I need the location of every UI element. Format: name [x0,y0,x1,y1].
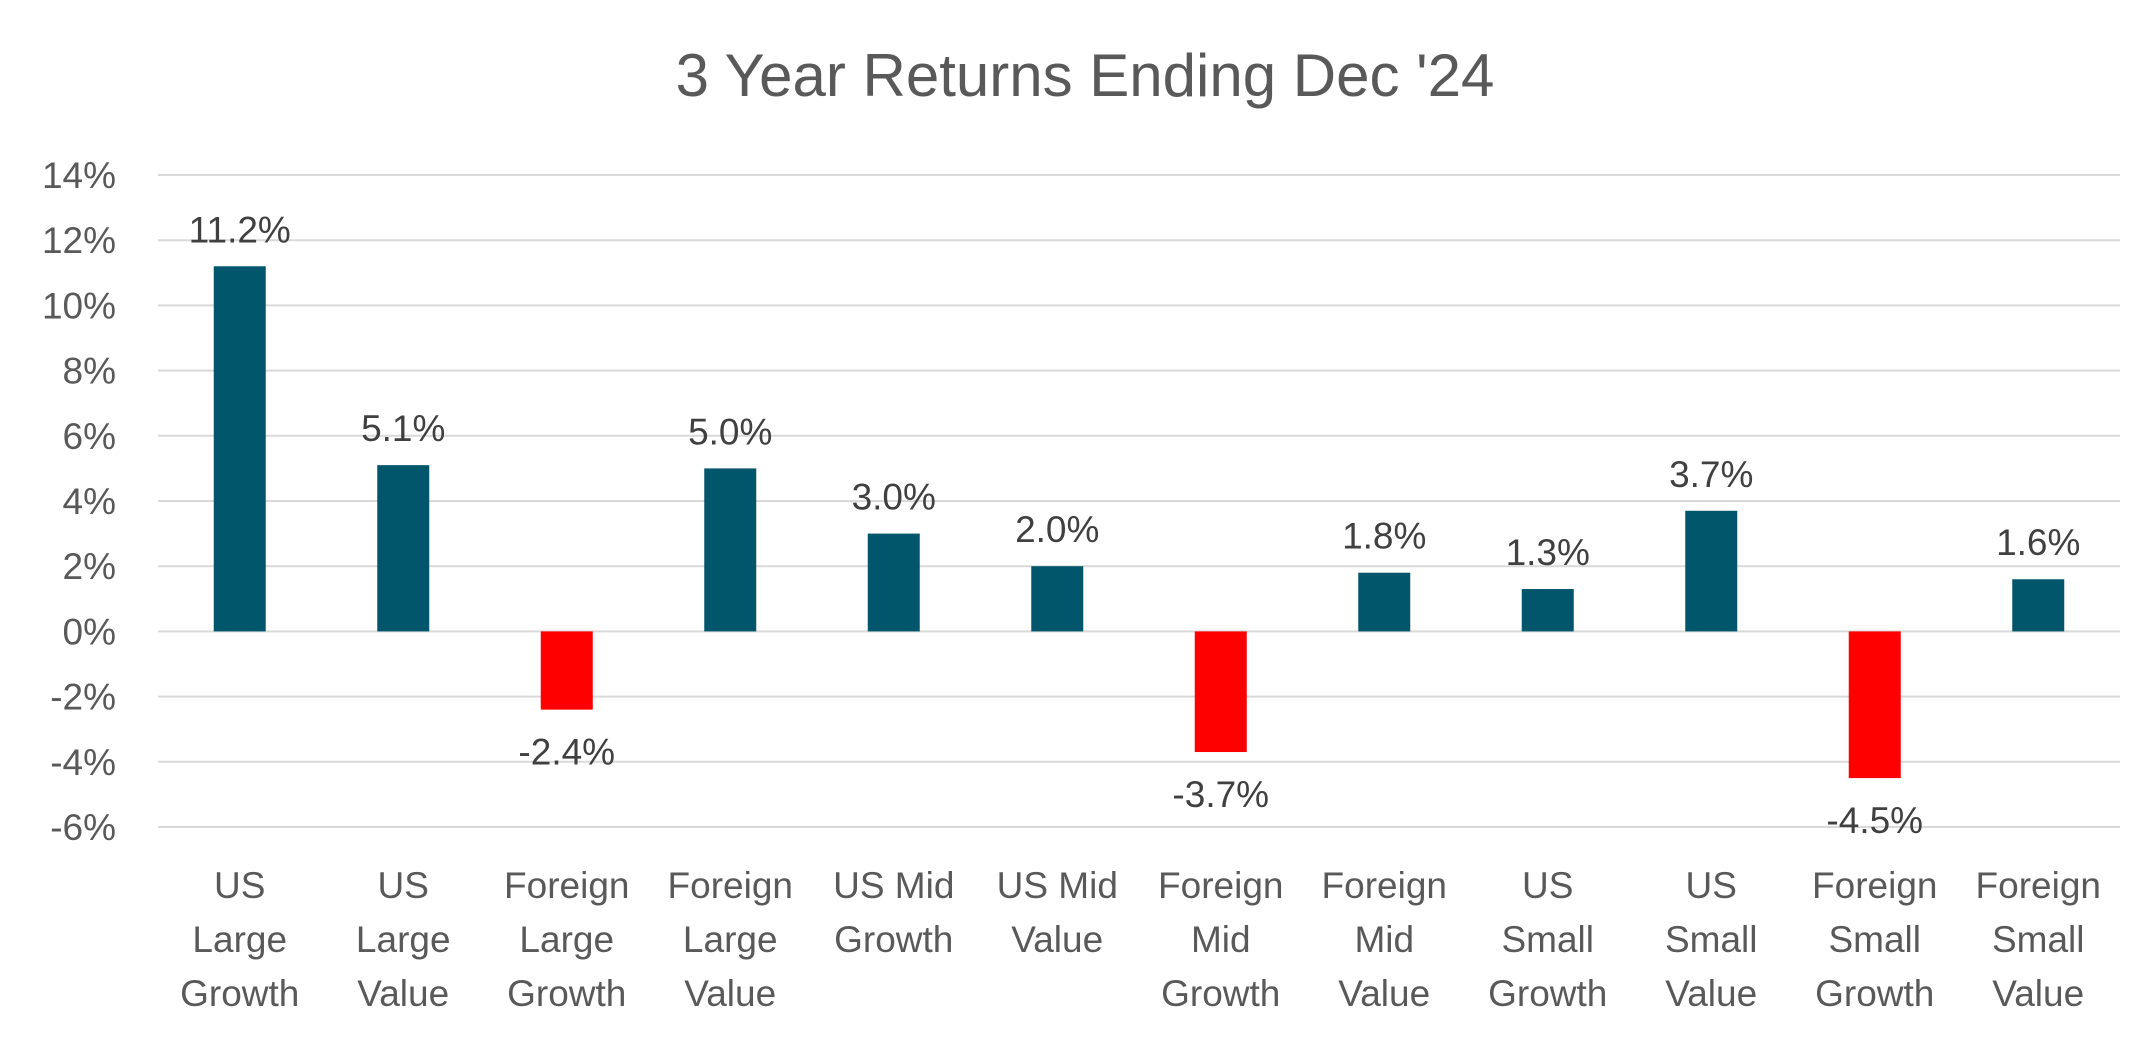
y-tick-label: 10% [42,285,116,326]
category-label-line: US [214,865,265,906]
category-label-line: Growth [834,919,953,960]
category-label-line: Mid [1354,919,1414,960]
bars [213,266,2065,779]
category-label-line: Value [1665,973,1757,1014]
data-label: -4.5% [1826,800,1923,841]
data-labels: 11.2% 5.1% -2.4% 5.0% 3.0% 2.0% -3.7% 1.8% 1.3% 3… [189,209,2081,841]
y-tick-label: 14% [42,155,116,196]
category-label-line: US [1686,865,1737,906]
category-label: US Mid Value [997,865,1118,960]
chart-title: 3 Year Returns Ending Dec '24 [676,42,1495,109]
category-label-line: Small [1828,919,1921,960]
y-tick-label: 4% [63,481,116,522]
category-label: US Large Value [356,865,451,1014]
data-label: 11.2% [189,209,291,250]
category-label-line: Growth [1488,973,1607,1014]
data-label: 1.3% [1506,532,1590,573]
bar [213,266,266,632]
y-tick-label: 12% [42,220,116,261]
category-labels: US Large Growth US Large Value Foreign Large Gro… [180,865,2101,1014]
category-label-line: Foreign [1976,865,2101,906]
data-label: 5.1% [361,408,445,449]
category-label-line: Growth [1161,973,1280,1014]
data-label: 2.0% [1015,509,1099,550]
category-label-line: Foreign [668,865,793,906]
category-label-line: Foreign [504,865,629,906]
bar [704,468,757,632]
bar [2012,579,2065,632]
category-label-line: Large [683,919,778,960]
category-label-line: Growth [1815,973,1934,1014]
bar [377,465,430,632]
data-label: 3.7% [1669,454,1753,495]
y-tick-label: -2% [50,677,116,718]
y-tick-label: 0% [63,611,116,652]
bar [1031,566,1084,632]
category-label: Foreign Mid Growth [1158,865,1283,1014]
category-label-line: Small [1501,919,1594,960]
category-label-line: Mid [1191,919,1251,960]
data-label: 5.0% [688,411,772,452]
category-label: Foreign Small Value [1976,865,2101,1014]
y-tick-label: 8% [63,351,116,392]
category-label-line: US Mid [997,865,1118,906]
category-label: US Small Growth [1488,865,1607,1014]
bar [1358,572,1411,632]
category-label-line: US [378,865,429,906]
category-label: Foreign Large Growth [504,865,629,1014]
category-label-line: Small [1992,919,2085,960]
category-label: US Small Value [1665,865,1758,1014]
y-tick-label: 6% [63,416,116,457]
category-label-line: US [1522,865,1573,906]
data-label: 3.0% [852,477,936,518]
category-label: US Large Growth [180,865,299,1014]
category-label-line: Foreign [1322,865,1447,906]
gridlines [158,174,2120,828]
category-label: US Mid Growth [833,865,954,960]
data-label: -2.4% [518,732,615,773]
category-label-line: Value [1338,973,1430,1014]
category-label-line: US Mid [833,865,954,906]
category-label-line: Foreign [1158,865,1283,906]
data-label: 1.6% [1996,522,2080,563]
bar [867,533,920,632]
bar [1194,631,1247,753]
category-label-line: Growth [507,973,626,1014]
bar [1521,589,1574,632]
y-tick-label: 2% [63,546,116,587]
category-label: Foreign Mid Value [1322,865,1447,1014]
category-label-line: Foreign [1812,865,1937,906]
data-label: -3.7% [1172,774,1269,815]
category-label: Foreign Small Growth [1812,865,1937,1014]
bar [540,631,593,710]
category-label-line: Large [192,919,287,960]
category-label-line: Value [1011,919,1103,960]
y-tick-label: -4% [50,742,116,783]
y-axis-tick-labels: 14% 12% 10% 8% 6% 4% 2% 0% -2% -4% -6% [42,155,116,848]
category-label-line: Small [1665,919,1758,960]
bar [1848,631,1901,779]
data-label: 1.8% [1342,516,1426,557]
bar [1685,510,1738,632]
category-label-line: Value [1992,973,2084,1014]
category-label: Foreign Large Value [668,865,793,1014]
category-label-line: Large [356,919,451,960]
y-tick-label: -6% [50,807,116,848]
category-label-line: Value [684,973,776,1014]
category-label-line: Value [357,973,449,1014]
category-label-line: Large [519,919,614,960]
category-label-line: Growth [180,973,299,1014]
